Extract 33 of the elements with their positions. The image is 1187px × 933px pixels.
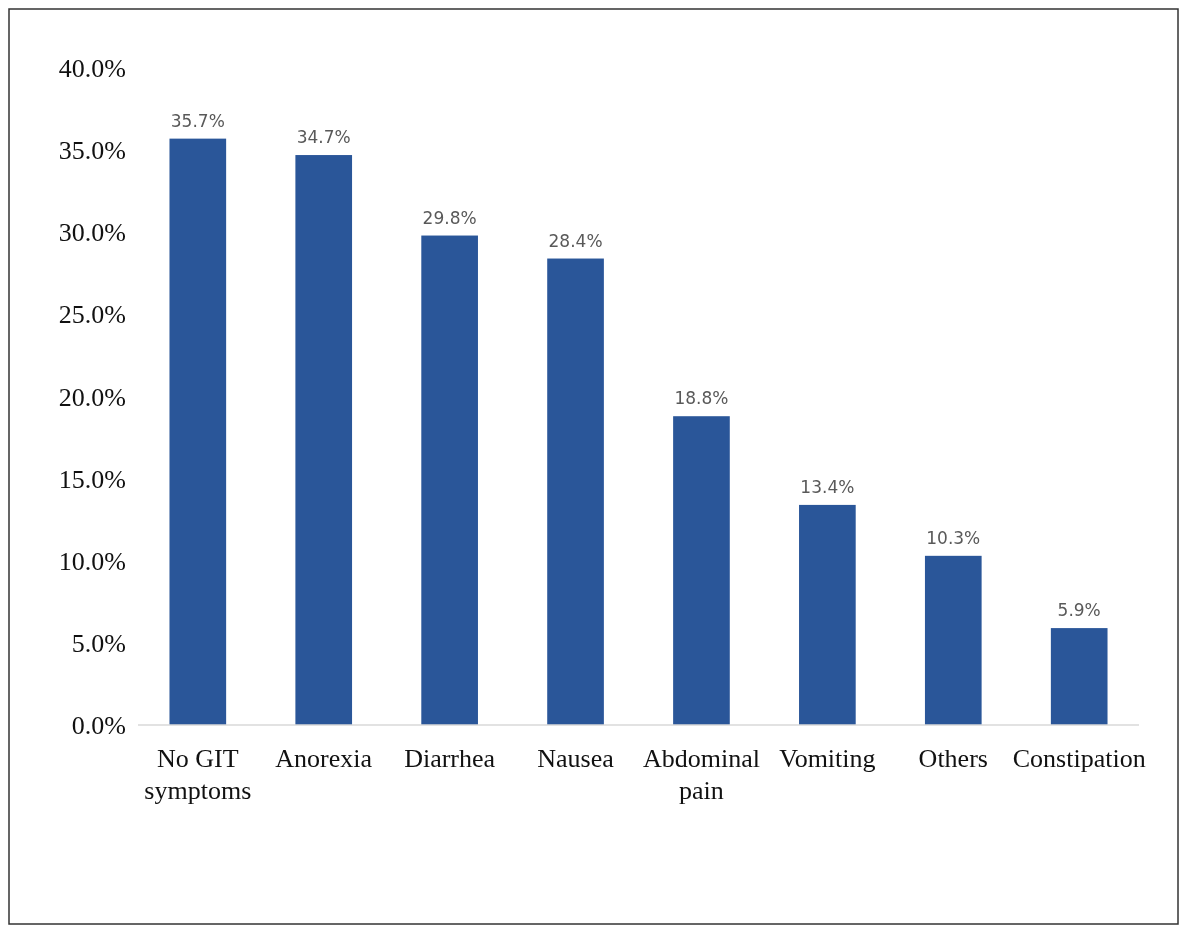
bar	[295, 155, 353, 725]
bar	[547, 258, 604, 725]
x-tick-label: Anorexia	[275, 744, 373, 773]
y-tick-label: 0.0%	[71, 711, 126, 741]
data-label: 28.4%	[548, 230, 603, 251]
data-label: 35.7%	[170, 110, 225, 131]
data-label: 18.8%	[674, 388, 729, 409]
y-tick-label: 20.0%	[58, 382, 126, 412]
x-tick-label: Constipation	[1012, 744, 1146, 773]
data-label: 29.8%	[422, 207, 477, 228]
y-tick-label: 30.0%	[58, 218, 126, 248]
bar	[799, 504, 856, 725]
y-tick-label: 35.0%	[58, 136, 126, 166]
bar	[924, 555, 982, 725]
bar	[421, 235, 478, 725]
y-tick-label: 15.0%	[58, 464, 126, 494]
x-tick-label: Abdominal pain	[642, 744, 760, 805]
y-tick-label: 25.0%	[58, 300, 126, 330]
x-tick-label: Nausea	[537, 744, 615, 773]
x-tick-label: Others	[918, 744, 988, 773]
x-tick-label: No GIT symptoms	[144, 744, 252, 805]
x-tick-label: Diarrhea	[404, 744, 496, 773]
y-tick-label: 40.0%	[58, 54, 126, 84]
y-tick-label: 5.0%	[71, 628, 126, 658]
data-label: 10.3%	[926, 527, 981, 548]
data-label: 34.7%	[296, 127, 351, 148]
bar	[1050, 628, 1108, 725]
bar	[673, 416, 730, 725]
data-label: 5.9%	[1057, 600, 1101, 621]
data-label: 13.4%	[800, 476, 855, 497]
bar	[169, 138, 227, 725]
x-tick-label: Vomiting	[779, 744, 876, 773]
y-tick-label: 10.0%	[58, 546, 126, 576]
